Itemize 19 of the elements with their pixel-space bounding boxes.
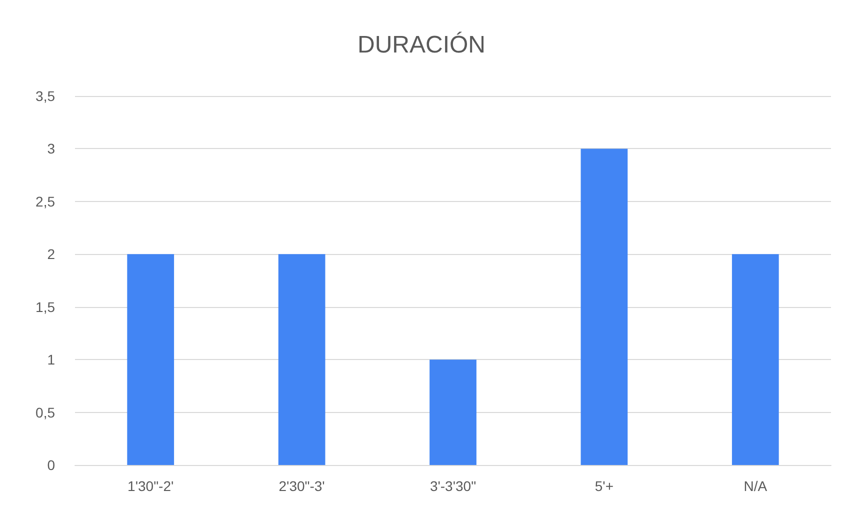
bar bbox=[732, 254, 779, 465]
x-tick-label: 3'-3'30" bbox=[430, 478, 476, 494]
bar bbox=[430, 360, 476, 465]
y-tick-label: 2,5 bbox=[36, 193, 56, 210]
x-tick-label: 2'30"-3' bbox=[278, 478, 325, 494]
y-tick-label: 0,5 bbox=[36, 404, 56, 420]
y-tick-label: 2 bbox=[47, 246, 56, 262]
y-tick-label: 1,5 bbox=[36, 298, 56, 315]
y-tick-label: 0 bbox=[47, 457, 56, 473]
x-tick-label: 1'30"-2' bbox=[128, 478, 174, 494]
bar bbox=[278, 254, 326, 465]
y-tick-label: 1 bbox=[47, 352, 56, 368]
bar bbox=[580, 148, 628, 465]
y-tick-label: 3,5 bbox=[36, 88, 56, 104]
x-tick-label: 5'+ bbox=[594, 478, 614, 494]
y-tick-label: 3 bbox=[47, 140, 56, 157]
bar bbox=[127, 254, 174, 465]
x-tick-label: N/A bbox=[744, 478, 768, 494]
chart-title: DURACIÓN bbox=[357, 32, 486, 58]
